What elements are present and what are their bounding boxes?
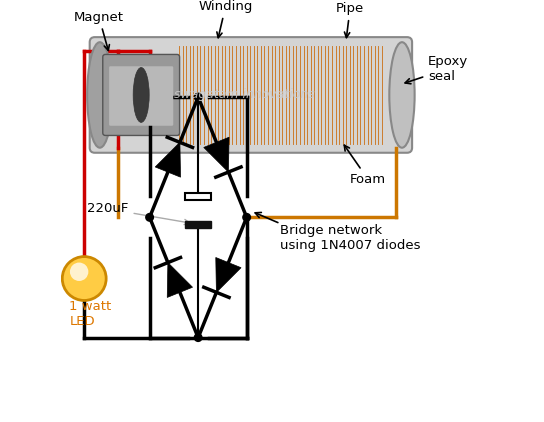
Text: Magnet: Magnet — [74, 11, 124, 50]
Circle shape — [146, 214, 153, 221]
Text: Foam: Foam — [344, 145, 386, 186]
Circle shape — [194, 334, 202, 341]
Text: swagatam innovations: swagatam innovations — [174, 89, 315, 101]
Polygon shape — [155, 142, 181, 177]
Bar — [186, 193, 211, 200]
FancyBboxPatch shape — [109, 66, 173, 126]
Circle shape — [194, 93, 202, 101]
Text: 220uF: 220uF — [87, 203, 190, 225]
Polygon shape — [216, 257, 241, 292]
Circle shape — [70, 262, 88, 281]
Text: Winding: Winding — [199, 0, 253, 38]
Ellipse shape — [390, 42, 415, 148]
Ellipse shape — [133, 68, 149, 122]
FancyBboxPatch shape — [103, 54, 180, 135]
Text: Epoxy
seal: Epoxy seal — [405, 54, 468, 84]
Text: Bridge network
using 1N4007 diodes: Bridge network using 1N4007 diodes — [281, 225, 421, 252]
Bar — [186, 221, 211, 228]
Ellipse shape — [87, 42, 113, 148]
Circle shape — [243, 214, 250, 221]
Polygon shape — [204, 137, 229, 172]
Text: 1 watt
LED: 1 watt LED — [70, 300, 112, 328]
Circle shape — [62, 257, 106, 300]
Polygon shape — [167, 262, 193, 298]
Text: Pipe: Pipe — [336, 2, 364, 38]
FancyBboxPatch shape — [90, 37, 412, 153]
